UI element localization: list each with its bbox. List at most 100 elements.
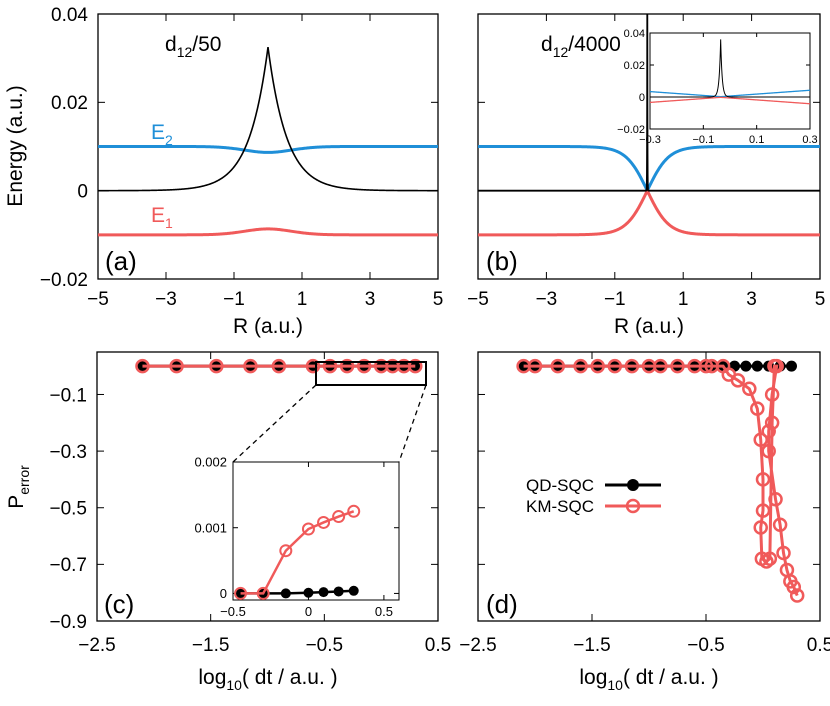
panel-d-qd-sqc-point (740, 360, 752, 372)
panel-b-inset-ytick-label: −0.02 (617, 124, 645, 136)
panel-d-km-sqc-point (759, 554, 774, 569)
panel-d-km-sqc-point (755, 503, 771, 518)
panel-c-inset-km-sqc-point (279, 544, 293, 558)
panel-c-label: (c) (104, 589, 134, 619)
panel-d-data (516, 358, 805, 603)
panel-d-xtick-label: −2.5 (459, 635, 497, 656)
panel-b-inset-d12-curve (650, 39, 810, 98)
panel-d: −2.5 −1.5 −0.5 0.5 QD-SQC KM-SQC (d) log10(… (459, 351, 830, 693)
panel-c-xtick-label: −0.5 (306, 635, 344, 656)
panel-b-xtick-label: −1 (604, 289, 626, 310)
panel-d-km-sqc-point (624, 358, 640, 374)
panel-b-inset-ytick-label: 0 (639, 92, 645, 104)
panel-d-qd-sqc-point (786, 360, 797, 372)
panel-d-label: (d) (486, 589, 518, 619)
panel-c-inset-ytick-label: 0 (220, 586, 227, 601)
panel-d-km-sqc-point (750, 401, 765, 416)
panel-c-xtick-label: 0.5 (425, 635, 451, 656)
panel-b-e2-curve (478, 145, 820, 195)
panel-d-km-sqc-point (653, 358, 668, 374)
panel-a-e2-label: E2 (151, 121, 173, 148)
panel-a-d12-curve (98, 47, 438, 192)
panel-d-km-sqc-point (527, 358, 543, 374)
panel-a-ticks: −5 −3 −1 1 3 5 −0.02 0 0.02 0.04 (40, 5, 443, 310)
panel-d-km-sqc-point (670, 358, 685, 374)
panel-b-d12-curve (478, 14, 820, 192)
panel-c-zoom-line-left (232, 384, 317, 463)
panel-b-inset-ytick-label: 0.04 (624, 28, 645, 40)
panel-c-ytick-label: −0.9 (49, 612, 87, 633)
panel-d-xtick-label: −1.5 (573, 635, 611, 656)
panel-d-legend: QD-SQC KM-SQC (526, 476, 661, 516)
panel-c-inset-xtick-label: 0.5 (375, 604, 393, 619)
panel-c-inset-km-sqc-point (234, 586, 248, 600)
panel-c-km-sqc-point (322, 358, 338, 374)
panel-d-km-sqc-point (789, 588, 805, 603)
panel-c-inset-qd-sqc-point (235, 588, 246, 599)
panel-a-xtick-label: −5 (87, 289, 109, 310)
panel-c-inset-qd-sqc-point (303, 587, 314, 598)
panel-c-zoom-box (315, 361, 427, 386)
panel-c-data (135, 358, 423, 374)
panel-b-e1-curve (478, 187, 820, 237)
panel-d-km-sqc-point (764, 387, 780, 402)
panel-a-xlabel: R (a.u.) (233, 315, 303, 338)
panel-d-km-sqc-point (550, 358, 566, 374)
legend-label-km-sqc: KM-SQC (526, 497, 594, 516)
panel-d-frame (477, 351, 821, 622)
panel-c-inset-km-sqc-point (301, 522, 315, 536)
panel-c-km-sqc-point (305, 358, 321, 374)
panel-c-km-sqc-point (169, 358, 184, 374)
legend-marker-qd-sqc (627, 479, 639, 491)
panel-c-km-sqc-point (356, 358, 372, 374)
panel-b-annotation: d12/4000 (541, 33, 621, 60)
panel-d-km-sqc-point (762, 551, 778, 566)
panel-d-km-sqc-point (742, 381, 757, 397)
panel-b-inset: −0.3 −0.1 0.1 0.3 −0.02 0 0.02 0.04 (617, 28, 817, 146)
legend-marker-km-sqc (625, 498, 641, 514)
panel-b-xtick-label: 5 (815, 289, 826, 310)
panel-b-inset-ticks: −0.3 −0.1 0.1 0.3 −0.02 0 0.02 0.04 (617, 28, 817, 146)
panel-d-km-sqc-point (607, 358, 623, 374)
panel-a-e2-curve (98, 145, 438, 154)
panel-c-ylabel: Perror (5, 465, 32, 509)
panel-c-inset-xtick-label: 0 (305, 604, 312, 619)
panel-c-inset-ytick-label: 0.001 (194, 520, 227, 535)
panel-c-km-sqc-point (135, 358, 150, 374)
panel-d-km-sqc-point (573, 358, 588, 374)
panel-a-annotation: d12/50 (165, 33, 221, 60)
panel-d-km-sqc-point (753, 520, 768, 535)
panel-b-xtick-label: −3 (536, 289, 558, 310)
panel-c-inset-km-sqc-point (347, 504, 361, 518)
panel-c-inset-qd-sqc-point (348, 585, 359, 596)
panel-d-km-sqc-point (764, 415, 780, 431)
panel-c-inset: −0.5 0 0.5 0 0.001 0.002 (194, 455, 400, 619)
panel-b-inset-xtick-label: 0.3 (802, 134, 817, 146)
panel-c-inset-qd-sqc-point (333, 586, 344, 597)
panel-d-km-sqc-point (753, 432, 768, 448)
panel-b-inset-xtick-label: 0.1 (749, 134, 764, 146)
panel-c-inset-xtick-label: −0.5 (220, 604, 246, 619)
panel-c-xtick-label: −2.5 (78, 635, 116, 656)
panel-c-ytick-label: −0.7 (49, 555, 87, 576)
panel-c-inset-ticks: −0.5 0 0.5 0 0.001 0.002 (194, 455, 399, 619)
panel-a-ytick-label: 0.04 (51, 5, 88, 26)
panel-b-xtick-label: 1 (678, 289, 689, 310)
panel-b-inset-frame (649, 32, 811, 130)
panel-c-ticks: −2.5 −1.5 −0.5 0.5 −0.1 −0.3 −0.5 −0.7 −0.9 (49, 352, 451, 656)
panel-c-inset-data (234, 504, 361, 600)
panel-a-xtick-label: −3 (155, 289, 177, 310)
panel-d-km-sqc-point (761, 424, 776, 439)
legend-label-qd-sqc: QD-SQC (526, 476, 594, 495)
panel-c-km-sqc-point (339, 358, 355, 374)
panel-d-km-sqc-point (768, 491, 783, 507)
panel-b-xtick-label: 3 (746, 289, 757, 310)
panel-c-qd-sqc-point (136, 360, 148, 372)
panel-d-km-sqc-point (761, 443, 776, 459)
panel-d-km-sqc-point (772, 517, 788, 532)
panel-c-km-sqc-point (243, 358, 258, 374)
panel-a-xtick-label: −1 (223, 289, 245, 310)
panel-c-inset-km-sqc-point (332, 510, 346, 524)
panel-d-xlabel: log10( dt / a.u. ) (579, 666, 718, 693)
